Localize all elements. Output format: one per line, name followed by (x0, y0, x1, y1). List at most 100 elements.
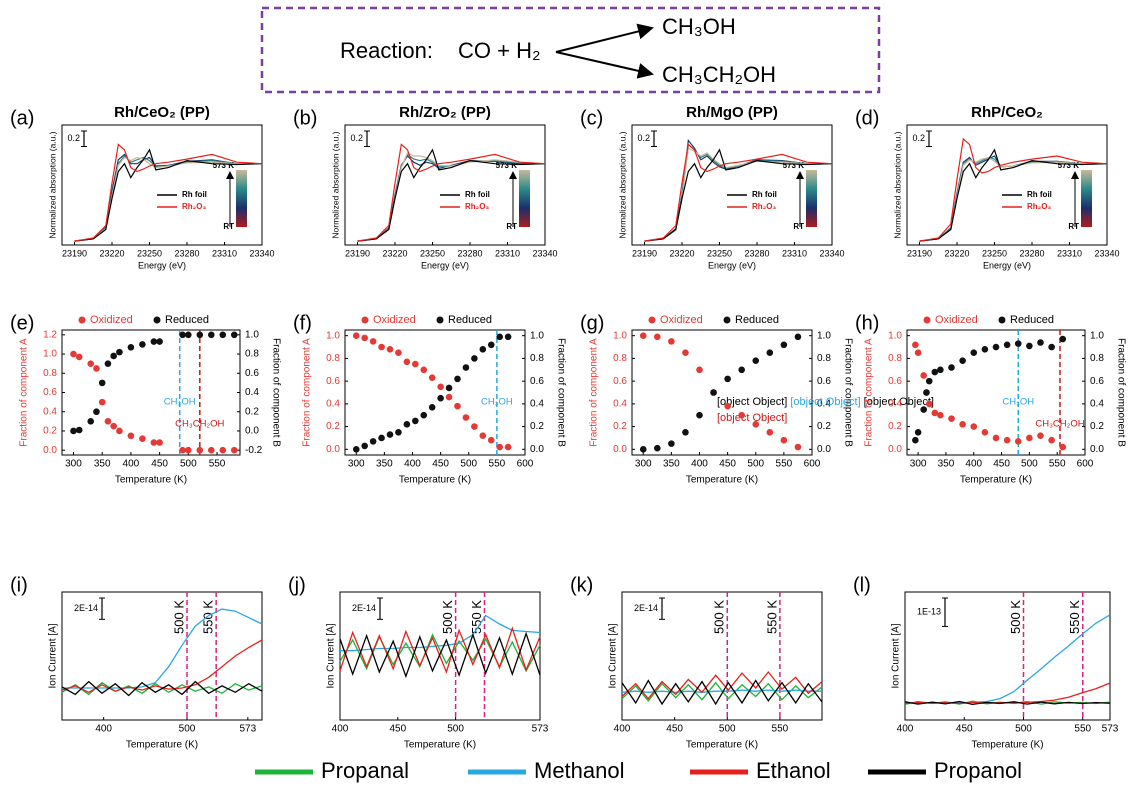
y-axis-label: Normalized absorption (a.u.) (330, 131, 340, 238)
x-tick-label: 23220 (99, 248, 124, 258)
legend-label: Reduced (448, 314, 492, 326)
panel-title: Rh/CeO₂ (PP) (114, 104, 210, 121)
data-point (437, 394, 444, 402)
x-tick-label: 450 (151, 459, 168, 470)
data-point (462, 414, 470, 421)
data-point (471, 355, 478, 362)
x-tick-label: 23310 (495, 248, 520, 258)
series-line (74, 143, 263, 242)
y2-tick-label: 0.4 (245, 387, 259, 398)
y2-tick-label: 0.0 (530, 444, 544, 455)
legend-label: Rh₂O₃ (465, 202, 489, 211)
y2-tick-label: 0.6 (817, 376, 831, 387)
data-point (420, 411, 428, 419)
data-point (780, 436, 788, 444)
x-axis-label: Temperature (K) (404, 740, 476, 751)
data-point (207, 331, 215, 339)
panel-label: (g) (580, 312, 604, 334)
marker-label: 550 K (201, 600, 216, 634)
marker-label: 500 K (171, 600, 186, 634)
data-point (1059, 335, 1067, 343)
y2-tick-label: 0.4 (817, 399, 831, 410)
x-tick-label: 23340 (819, 248, 844, 258)
data-point (395, 349, 402, 357)
arrow (555, 51, 654, 79)
y-tick-label: 0.0 (326, 444, 340, 455)
data-point (361, 442, 368, 450)
x-tick-label: 23250 (982, 248, 1007, 258)
series-line (904, 682, 1111, 705)
data-point (970, 423, 978, 430)
scheme-product: CH₃OH (662, 14, 736, 39)
panel-label: (k) (570, 574, 593, 596)
legend-label: Oxidized (935, 314, 978, 326)
series-line (919, 137, 1108, 242)
colorbar (519, 170, 530, 227)
plot-frame (344, 329, 526, 456)
data-point (156, 439, 163, 446)
y-axis-label: Ion Current [A] (48, 623, 59, 688)
y-tick-label: 0.4 (888, 399, 902, 410)
marker-label: CH₃OH (164, 397, 196, 408)
data-point (378, 343, 385, 351)
data-point (352, 332, 360, 339)
data-point (496, 333, 503, 341)
y2-tick-label: 0.0 (1090, 444, 1104, 455)
data-point (724, 402, 731, 410)
x-tick-label: 500 (747, 459, 764, 470)
data-point (462, 364, 470, 371)
data-point (110, 352, 117, 360)
data-point (150, 439, 158, 446)
data-point (654, 333, 661, 341)
data-point (116, 348, 123, 356)
data-point (139, 435, 146, 442)
x-tick-label: 400 (95, 724, 112, 735)
colorbar-label: 573 K (783, 161, 805, 170)
legend-label: Oxidized (373, 314, 416, 326)
y-axis-label: Ion Current [A] (608, 623, 619, 688)
y-axis-label: Fraction of component A (864, 338, 875, 447)
annotation-part: [object Object] (717, 412, 787, 424)
data-point (70, 350, 77, 358)
plot-frame (904, 591, 1111, 721)
data-point (1048, 343, 1055, 351)
y2-tick-label: 0.4 (1090, 399, 1104, 410)
y-axis-label: Normalized absorption (a.u.) (892, 131, 902, 238)
legend-dot (361, 316, 369, 324)
x-tick-label: 23310 (212, 248, 237, 258)
data-point (428, 403, 436, 411)
plot-frame (344, 124, 546, 246)
y2-tick-label: 0.8 (245, 349, 259, 360)
x-tick-label: 23280 (457, 248, 482, 258)
x-tick-label: 23220 (669, 248, 694, 258)
x-tick-label: 300 (635, 459, 652, 470)
y2-tick-label: 0.2 (817, 421, 831, 432)
x-axis-label: Temperature (K) (686, 740, 758, 751)
legend-label: Methanol (534, 758, 625, 783)
data-point (93, 365, 100, 372)
series-line (339, 631, 541, 679)
y2-tick-label: -0.2 (245, 445, 263, 456)
data-point (420, 366, 428, 374)
x-tick-label: 23340 (249, 248, 274, 258)
y-axis-label: Fraction of component A (302, 338, 313, 447)
panel-label: (j) (288, 574, 306, 596)
x-tick-label: 500 (1015, 724, 1032, 735)
x-axis-label: Temperature (K) (960, 475, 1032, 486)
x-tick-label: 450 (719, 459, 736, 470)
series-line (61, 639, 263, 694)
legend-dot (923, 316, 931, 324)
series-line (357, 148, 546, 242)
x-tick-label: 573 (1102, 724, 1119, 735)
data-point (1003, 341, 1011, 349)
x-axis-label: Temperature (K) (971, 740, 1043, 751)
y-tick-label: 0.0 (888, 444, 902, 455)
data-point (780, 341, 788, 349)
legend-label: Reduced (735, 314, 779, 326)
y-tick-label: 0.6 (613, 376, 627, 387)
panel-title: RhP/CeO₂ (971, 104, 1043, 121)
legend-label: Propanol (934, 758, 1022, 783)
series-line (357, 143, 546, 242)
legend-dot (153, 316, 161, 324)
